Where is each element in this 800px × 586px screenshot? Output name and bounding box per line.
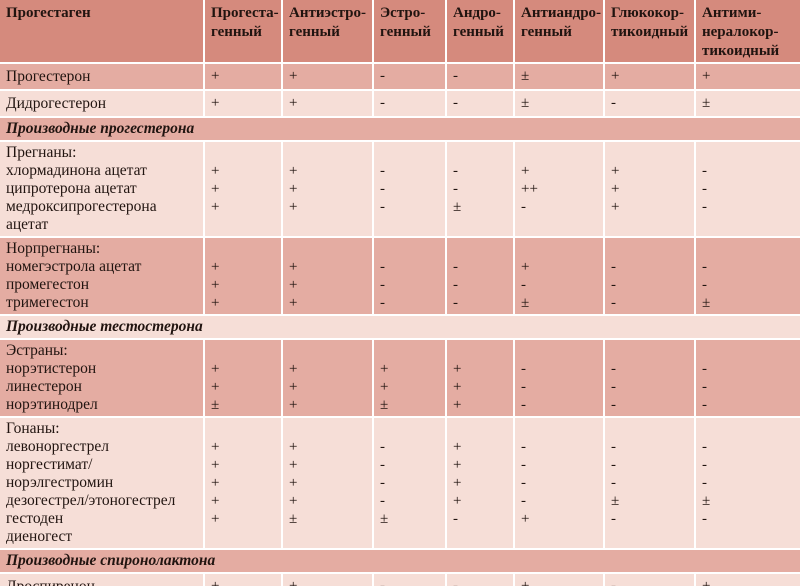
column-header-progestagen: Прогестаген — [0, 0, 205, 64]
column-header-antimineralocorticoid: Антими- нералокор- тикоидный — [695, 0, 800, 64]
drug-name-cell: Дроспиренон — [0, 573, 205, 586]
table-row: Дроспиренон + + - - + - + — [0, 573, 800, 586]
activity-cell: - - - — [373, 141, 447, 238]
activity-cell: - - - — [695, 141, 800, 238]
activity-cell: + + + — [282, 141, 374, 238]
activity-cell: - - - — [373, 237, 447, 316]
drug-name-cell: Прогестерон — [0, 63, 205, 91]
activity-cell: + + + + - — [446, 417, 515, 550]
activity-cell: - — [373, 63, 447, 91]
activity-cell: + - ± — [514, 237, 605, 316]
activity-cell: + — [282, 90, 374, 118]
section-row: Производные спиронолактона — [0, 549, 800, 574]
activity-cell: + + + — [282, 339, 374, 418]
column-header-glucocorticoid: Глюкокор- тикоидный — [604, 0, 696, 64]
activity-cell: + + + + ± — [282, 417, 374, 550]
activity-cell: - — [373, 90, 447, 118]
table-row: Прогестерон + + - - ± + + — [0, 63, 800, 91]
table-row: Гонаны: левоноргестрел норгестимат/ норэ… — [0, 417, 800, 550]
activity-cell: + — [204, 63, 283, 91]
activity-cell: - - ± — [695, 237, 800, 316]
activity-cell: + — [604, 63, 696, 91]
activity-cell: + + ± — [373, 339, 447, 418]
activity-cell: - - - ± - — [604, 417, 696, 550]
activity-cell: - - - — [695, 339, 800, 418]
column-header-androgenic: Андро- генный — [446, 0, 515, 64]
activity-cell: + ++ - — [514, 141, 605, 238]
activity-cell: + + + — [204, 141, 283, 238]
activity-cell: - - - - ± — [373, 417, 447, 550]
activity-cell: + — [204, 573, 283, 586]
drug-name-cell: Гонаны: левоноргестрел норгестимат/ норэ… — [0, 417, 205, 550]
activity-cell: + — [514, 573, 605, 586]
section-title-cell: Производные спиронолактона — [0, 549, 800, 574]
column-header-antiandrogenic: Антиандро- генный — [514, 0, 605, 64]
section-title-cell: Производные тестостерона — [0, 315, 800, 340]
activity-cell: - - ± — [446, 141, 515, 238]
activity-cell: + — [204, 90, 283, 118]
table-header: Прогестаген Прогеста- генный Антиэстро- … — [0, 0, 800, 64]
activity-cell: - — [446, 63, 515, 91]
activity-cell: + — [695, 573, 800, 586]
column-header-antiestrogenic: Антиэстро- генный — [282, 0, 374, 64]
activity-cell: - — [446, 90, 515, 118]
activity-cell: - - - — [446, 237, 515, 316]
activity-cell: - — [604, 90, 696, 118]
activity-cell: - - - — [604, 237, 696, 316]
activity-cell: - — [446, 573, 515, 586]
activity-cell: ± — [695, 90, 800, 118]
table-body: Прогестерон + + - - ± + + Дидрогестерон + + - - ± - ± Пр… — [0, 63, 800, 586]
section-row: Производные прогестерона — [0, 117, 800, 142]
activity-cell: ± — [514, 90, 605, 118]
activity-cell: - — [604, 573, 696, 586]
table-row: Эстраны: норэтистерон линестерон норэтин… — [0, 339, 800, 418]
section-row: Производные тестостерона — [0, 315, 800, 340]
activity-cell: + + + — [282, 237, 374, 316]
column-header-estrogenic: Эстро- генный — [373, 0, 447, 64]
activity-cell: - - - — [514, 339, 605, 418]
column-header-gestagenic: Прогеста- генный — [204, 0, 283, 64]
activity-cell: + — [282, 63, 374, 91]
activity-cell: - - - — [604, 339, 696, 418]
activity-cell: + — [695, 63, 800, 91]
section-title-cell: Производные прогестерона — [0, 117, 800, 142]
activity-cell: - - - - + — [514, 417, 605, 550]
drug-name-cell: Норпрегнаны: номегэстрола ацетат промеге… — [0, 237, 205, 316]
table-row: Дидрогестерон + + - - ± - ± — [0, 90, 800, 118]
activity-cell: ± — [514, 63, 605, 91]
activity-cell: + + ± — [204, 339, 283, 418]
activity-cell: - - - ± - — [695, 417, 800, 550]
header-row: Прогестаген Прогеста- генный Антиэстро- … — [0, 0, 800, 64]
drug-name-cell: Прегнаны: хлормадинона ацетат ципротерон… — [0, 141, 205, 238]
table-row: Прегнаны: хлормадинона ацетат ципротерон… — [0, 141, 800, 238]
activity-cell: + + + + + — [204, 417, 283, 550]
activity-cell: + + + — [204, 237, 283, 316]
activity-cell: + + + — [446, 339, 515, 418]
activity-cell: + + + — [604, 141, 696, 238]
table-row: Норпрегнаны: номегэстрола ацетат промеге… — [0, 237, 800, 316]
drug-name-cell: Эстраны: норэтистерон линестерон норэтин… — [0, 339, 205, 418]
activity-cell: - — [373, 573, 447, 586]
activity-cell: + — [282, 573, 374, 586]
drug-name-cell: Дидрогестерон — [0, 90, 205, 118]
